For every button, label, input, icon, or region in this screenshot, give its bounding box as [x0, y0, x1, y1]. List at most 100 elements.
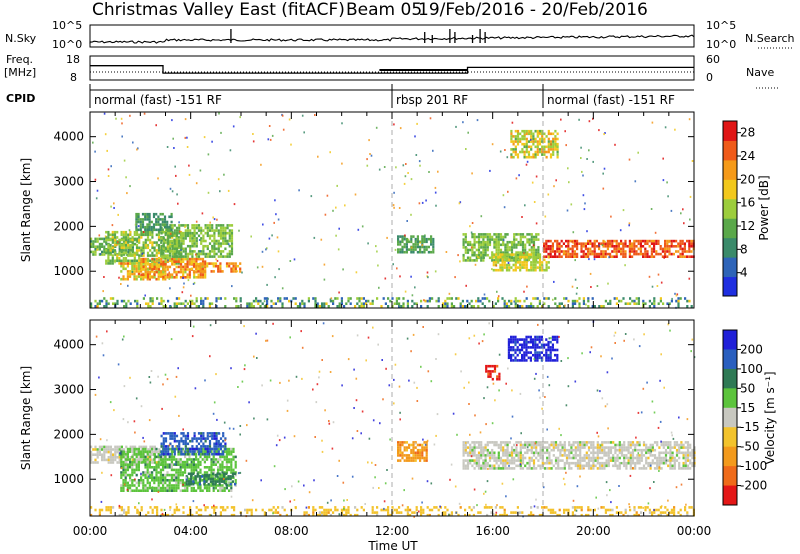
echo-cell: [131, 445, 134, 449]
echo-cell: [206, 264, 209, 268]
echo-cell: [90, 453, 93, 456]
echo-cell: [142, 453, 145, 456]
echo-cell: [171, 239, 174, 243]
echo-cell: [96, 450, 99, 454]
echo-cell: [603, 467, 606, 470]
echo-cell: [221, 473, 224, 477]
echo-cell: [137, 458, 140, 461]
echo-cell: [501, 268, 504, 272]
echo-cell: [211, 447, 214, 451]
echo-cell: [153, 468, 156, 472]
echo-cell: [140, 275, 143, 278]
echo-cell: [186, 263, 189, 266]
echo-cell: [523, 299, 526, 303]
echo-cell: [159, 228, 162, 232]
echo-cell: [186, 224, 190, 227]
echo-cell: [634, 461, 637, 465]
echo-cell: [153, 249, 156, 252]
echo-cell: [144, 270, 147, 274]
echo-cell: [120, 264, 123, 268]
echo-cell: [567, 247, 570, 251]
echo-cell: [563, 448, 566, 452]
echo-cell: [184, 299, 187, 303]
echo-cell: [140, 445, 143, 449]
echo-cell: [201, 453, 204, 456]
echo-cell: [124, 471, 127, 474]
echo-cell: [155, 259, 158, 263]
echo-cell: [194, 475, 197, 478]
echo-cell: [466, 461, 470, 465]
echo-cell: [177, 468, 180, 472]
echo-cell: [133, 238, 136, 242]
echo-cell: [155, 218, 158, 221]
echo-cell: [510, 446, 514, 449]
echo-cell: [634, 448, 637, 452]
freq-line: [90, 65, 694, 74]
echo-cell: [432, 240, 435, 244]
echo-cell: [455, 297, 458, 300]
echo-cell: [227, 475, 230, 478]
echo-cell: [195, 239, 198, 243]
echo-cell: [188, 263, 191, 266]
echo-cell: [155, 479, 158, 482]
echo-cell: [113, 236, 117, 239]
echo-cell: [678, 443, 681, 447]
echo-cell: [167, 242, 170, 245]
echo-cell: [127, 237, 130, 241]
echo-cell: [96, 237, 99, 241]
echo-cell: [638, 467, 641, 470]
echo-cell: [532, 253, 535, 256]
echo-cell: [105, 302, 108, 305]
echo-cell: [538, 140, 542, 143]
echo-cell: [204, 439, 207, 443]
echo-cell: [146, 254, 150, 257]
echo-cell: [137, 489, 140, 492]
noise-point: [416, 122, 418, 125]
echo-cell: [580, 245, 583, 248]
echo-cell: [556, 250, 559, 253]
echo-cell: [173, 231, 176, 235]
echo-cell: [98, 453, 101, 456]
echo-cell: [192, 472, 195, 476]
echo-cell: [239, 267, 242, 271]
echo-cell: [677, 245, 680, 248]
echo-cell: [222, 242, 225, 245]
echo-cell: [192, 463, 195, 466]
echo-cell: [497, 258, 500, 262]
echo-cell: [504, 243, 507, 247]
echo-cell: [197, 255, 201, 258]
echo-cell: [545, 250, 548, 253]
echo-cell: [272, 302, 275, 305]
echo-cell: [519, 258, 522, 262]
echo-cell: [514, 253, 517, 256]
echo-cell: [213, 250, 216, 253]
noise-point: [434, 270, 437, 273]
echo-cell: [217, 489, 220, 492]
echo-cell: [473, 253, 476, 257]
echo-cell: [568, 454, 571, 457]
echo-cell: [560, 255, 563, 258]
echo-cell: [395, 299, 398, 303]
noise-point: [207, 153, 210, 156]
echo-cell: [491, 238, 494, 241]
echo-cell: [536, 148, 539, 151]
echo-cell: [492, 261, 495, 264]
echo-cell: [157, 476, 160, 479]
noise-point: [260, 163, 262, 166]
echo-cell: [142, 460, 145, 464]
noise-point: [110, 165, 112, 168]
echo-cell: [482, 461, 485, 465]
noise-point: [538, 131, 541, 134]
echo-cell: [492, 253, 495, 256]
echo-cell: [506, 461, 509, 465]
echo-cell: [603, 446, 606, 449]
echo-cell: [129, 243, 132, 247]
echo-cell: [513, 235, 516, 239]
echo-cell: [193, 302, 196, 305]
echo-cell: [662, 443, 665, 447]
echo-cell: [658, 464, 661, 468]
echo-cell: [519, 441, 522, 444]
echo-cell: [234, 479, 237, 482]
echo-cell: [466, 299, 469, 303]
echo-cell: [200, 229, 203, 232]
